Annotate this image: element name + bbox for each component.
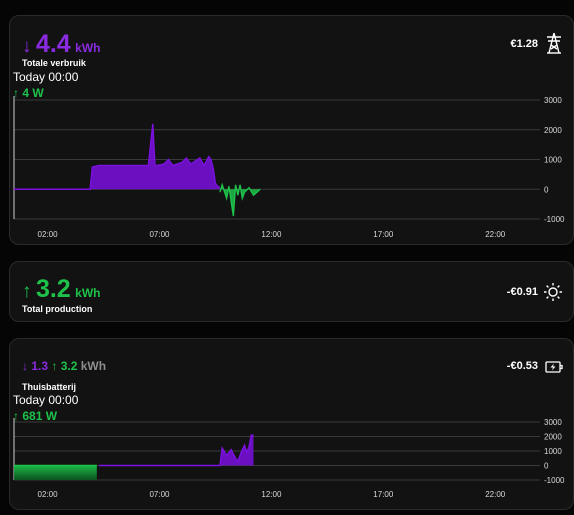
y-tick-label: 1000 [544,156,562,165]
y-tick-label: 2000 [544,433,562,442]
series-line [99,434,254,467]
down-arrow-icon: ↓ [22,359,28,373]
y-tick-label: 2000 [544,126,562,135]
x-tick-label: 17:00 [373,230,394,239]
production-unit: kWh [75,286,101,300]
series-line [219,182,261,217]
battery-label: Thuisbatterij [22,382,77,392]
battery-cost: -€0.53 [506,360,538,372]
production-value: 3.2 [35,275,71,303]
x-tick-label: 02:00 [38,490,59,499]
y-tick-label: 0 [544,462,549,471]
period-label: Today 00:00 [13,393,79,407]
production-summary: ↑ 3.2 kWh [22,275,101,304]
battery-chart: 3000 2000 1000 0 -1000 02:00 07:00 12:00 17:00 22… [13,418,565,499]
battery-card[interactable]: ↓ 1.3 ↑ 3.2 kWh Thuisbatterij Today 00:0… [9,338,574,510]
consumption-value: 4.4 [35,30,71,58]
up-arrow-icon: ↑ [13,409,19,423]
up-arrow-icon: ↑ [22,281,32,302]
current-power-value: 4 W [22,86,44,100]
production-card[interactable]: ↑ 3.2 kWh Total production -€0.91 [9,261,574,322]
period-label: Today 00:00 [13,70,79,84]
battery-summary: ↓ 1.3 ↑ 3.2 kWh [22,359,106,373]
consumption-card[interactable]: ↓ 4.4 kWh Totale verbruik Today 00:00 ↑ … [9,15,574,245]
x-tick-label: 17:00 [373,490,394,499]
x-tick-label: 07:00 [149,230,170,239]
current-power: ↑ 4 W [13,86,44,100]
series-area [14,123,220,190]
battery-charge-value: 1.3 [31,359,49,373]
series-line [14,123,221,190]
consumption-summary: ↓ 4.4 kWh [22,30,101,59]
battery-unit: kWh [80,359,107,373]
current-power: ↑ 681 W [13,409,57,423]
x-tick-label: 22:00 [485,490,506,499]
y-tick-label: -1000 [544,476,565,485]
series-area [14,465,97,480]
consumption-label: Totale verbruik [22,58,86,68]
y-tick-label: 1000 [544,447,562,456]
consumption-chart: 3000 2000 1000 0 -1000 02:00 07:00 12:00 17:00 22… [13,96,565,239]
power-pylon-icon [545,32,563,59]
x-tick-label: 12:00 [261,490,282,499]
y-tick-label: 3000 [544,418,562,427]
consumption-cost: €1.28 [510,38,538,50]
up-arrow-icon: ↑ [51,359,58,373]
production-label: Total production [22,304,93,314]
x-tick-label: 07:00 [149,490,170,499]
up-arrow-icon: ↑ [13,86,19,100]
current-power-value: 681 W [22,409,58,423]
x-tick-label: 12:00 [261,230,282,239]
battery-charging-icon [545,360,563,378]
y-tick-label: 3000 [544,96,562,105]
production-cost: -€0.91 [506,286,538,298]
x-tick-label: 02:00 [38,230,59,239]
sun-icon [543,282,563,307]
y-tick-label: -1000 [544,215,565,224]
x-tick-label: 22:00 [485,230,506,239]
battery-discharge-value: 3.2 [60,359,78,373]
y-tick-label: 0 [544,185,549,194]
consumption-unit: kWh [75,41,101,55]
down-arrow-icon: ↓ [22,36,32,57]
